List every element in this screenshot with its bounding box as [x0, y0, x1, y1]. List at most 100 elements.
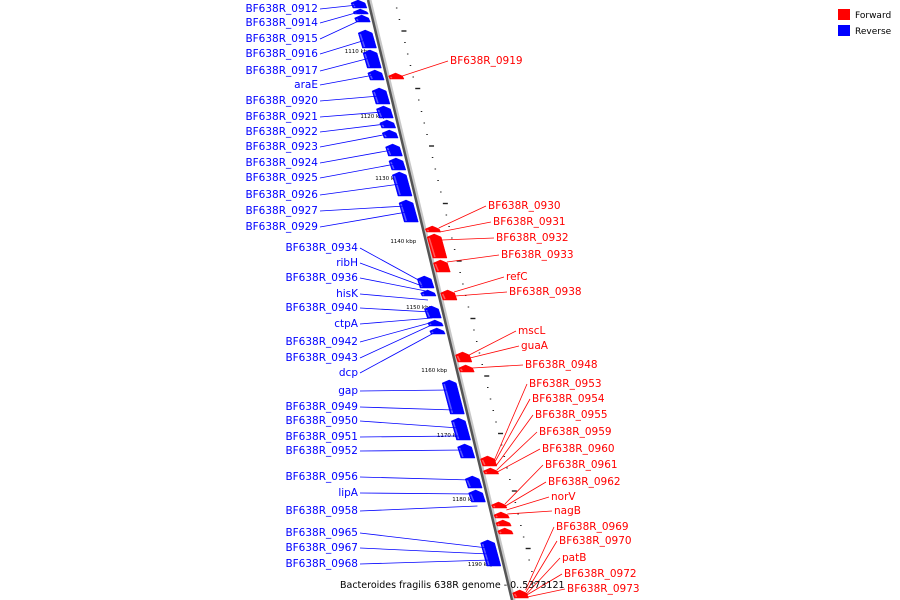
forward-gene-label: BF638R_0969	[556, 521, 629, 533]
reverse-gene-label: BF638R_0942	[285, 336, 358, 348]
reverse-gene-feature	[468, 489, 486, 503]
legend-forward-swatch	[838, 9, 850, 20]
reverse-gene-feature	[420, 289, 437, 297]
forward-gene-label: BF638R_0973	[567, 583, 640, 595]
gene-feature-highlight	[393, 175, 401, 196]
reverse-leader-line	[359, 406, 455, 411]
reverse-gene-label: BF638R_0921	[245, 111, 318, 123]
reverse-gene-feature	[357, 29, 377, 49]
gene-feature-highlight	[386, 147, 392, 156]
reverse-leader-line	[359, 247, 425, 284]
gene-feature-highlight	[460, 368, 463, 372]
reverse-leader-line	[359, 476, 472, 481]
reverse-gene-feature	[354, 14, 371, 23]
reverse-gene-label: BF638R_0924	[245, 157, 318, 169]
gene-labels: BF638R_0912 BF638R_0914 BF638R_0915 BF638R_…	[245, 3, 639, 595]
forward-gene-feature	[491, 501, 508, 509]
forward-gene-label: BF638R_0931	[493, 216, 566, 228]
reverse-gene-feature	[376, 105, 394, 119]
gene-feature-highlight	[495, 515, 498, 518]
reverse-leader-line	[359, 435, 461, 438]
reverse-gene-label: araE	[294, 79, 318, 91]
forward-gene-feature	[424, 225, 442, 233]
reverse-leader-line	[359, 323, 434, 359]
backbone-shadow	[368, 0, 516, 600]
legend-forward-label: Forward	[855, 11, 891, 21]
reverse-leader-line	[319, 111, 383, 118]
reverse-gene-label: BF638R_0927	[245, 205, 318, 217]
forward-leader-line	[525, 526, 555, 591]
gene-feature-highlight	[422, 293, 425, 296]
forward-gene-feature	[495, 519, 512, 527]
forward-gene-feature	[388, 72, 405, 80]
forward-gene-feature	[482, 467, 500, 475]
scale-ticks	[395, 7, 536, 584]
forward-leader-line	[494, 398, 531, 463]
reverse-gene-label: BF638R_0967	[285, 542, 358, 554]
reverse-gene-feature	[381, 129, 399, 139]
reverse-gene-label: BF638R_0936	[285, 272, 358, 284]
gene-feature-highlight	[484, 471, 488, 474]
reverse-leader-line	[319, 11, 359, 24]
gene-feature-highlight	[373, 91, 379, 104]
reverse-leader-line	[359, 505, 478, 512]
reverse-gene-label: BF638R_0920	[245, 95, 318, 107]
reverse-gene-label: BF638R_0916	[245, 48, 318, 60]
gene-feature-highlight	[466, 479, 471, 488]
forward-gene-label: BF638R_0930	[488, 200, 561, 212]
reverse-gene-label: BF638R_0925	[245, 172, 318, 184]
forward-leader-line	[505, 481, 547, 507]
kbp-label: 1190 kbp	[468, 562, 494, 568]
forward-gene-label: mscL	[518, 325, 545, 337]
gene-feature-highlight	[390, 76, 393, 79]
forward-gene-label: BF638R_0938	[509, 286, 582, 298]
reverse-leader-line	[319, 149, 393, 164]
gene-feature-highlight	[493, 505, 496, 508]
forward-leader-line	[507, 510, 553, 515]
gene-feature-highlight	[390, 161, 395, 170]
forward-gene-feature	[455, 351, 473, 363]
gene-feature-highlight	[456, 355, 461, 362]
gene-feature-highlight	[497, 523, 500, 526]
forward-leader-line	[402, 60, 449, 77]
forward-leader-line	[494, 383, 528, 461]
reverse-gene-feature	[391, 171, 413, 197]
forward-leader-line	[469, 330, 517, 356]
forward-leader-line	[495, 414, 534, 467]
reverse-leader-line	[319, 95, 380, 102]
gene-feature-highlight	[434, 263, 439, 272]
reverse-leader-line	[359, 449, 465, 452]
reverse-gene-label: BF638R_0922	[245, 126, 318, 138]
genome-caption: Bacteroides fragilis 638R genome - 0..53…	[340, 580, 565, 591]
reverse-gene-feature	[457, 443, 476, 459]
reverse-gene-feature	[427, 319, 444, 327]
reverse-leader-line	[319, 39, 366, 55]
reverse-gene-label: BF638R_0914	[245, 17, 318, 29]
forward-gene-label: BF638R_0948	[525, 359, 598, 371]
reverse-gene-feature	[385, 143, 403, 157]
forward-leader-line	[446, 254, 500, 263]
reverse-gene-label: BF638R_0934	[285, 242, 358, 254]
reverse-gene-label: BF638R_0926	[245, 189, 318, 201]
reverse-gene-feature	[371, 87, 391, 105]
forward-gene-label: BF638R_0961	[545, 459, 618, 471]
reverse-gene-feature	[451, 417, 471, 441]
reverse-gene-label: ctpA	[334, 318, 359, 330]
reverse-gene-label: BF638R_0956	[285, 471, 358, 483]
forward-leader-line	[496, 431, 538, 471]
reverse-gene-label: ribH	[336, 257, 358, 269]
forward-leader-line	[438, 205, 487, 229]
forward-gene-label: BF638R_0953	[529, 378, 602, 390]
reverse-gene-label: lipA	[338, 487, 358, 499]
forward-gene-label: BF638R_0919	[450, 55, 523, 67]
forward-gene-label: BF638R_0954	[532, 393, 605, 405]
reverse-gene-label: hisK	[336, 288, 359, 300]
reverse-gene-label: BF638R_0923	[245, 141, 318, 153]
reverse-gene-label: BF638R_0940	[285, 302, 358, 314]
forward-leader-line	[453, 276, 505, 293]
gene-feature-highlight	[356, 18, 359, 22]
reverse-leader-line	[319, 205, 406, 212]
reverse-leader-line	[359, 317, 433, 325]
reverse-leader-line	[359, 559, 491, 565]
